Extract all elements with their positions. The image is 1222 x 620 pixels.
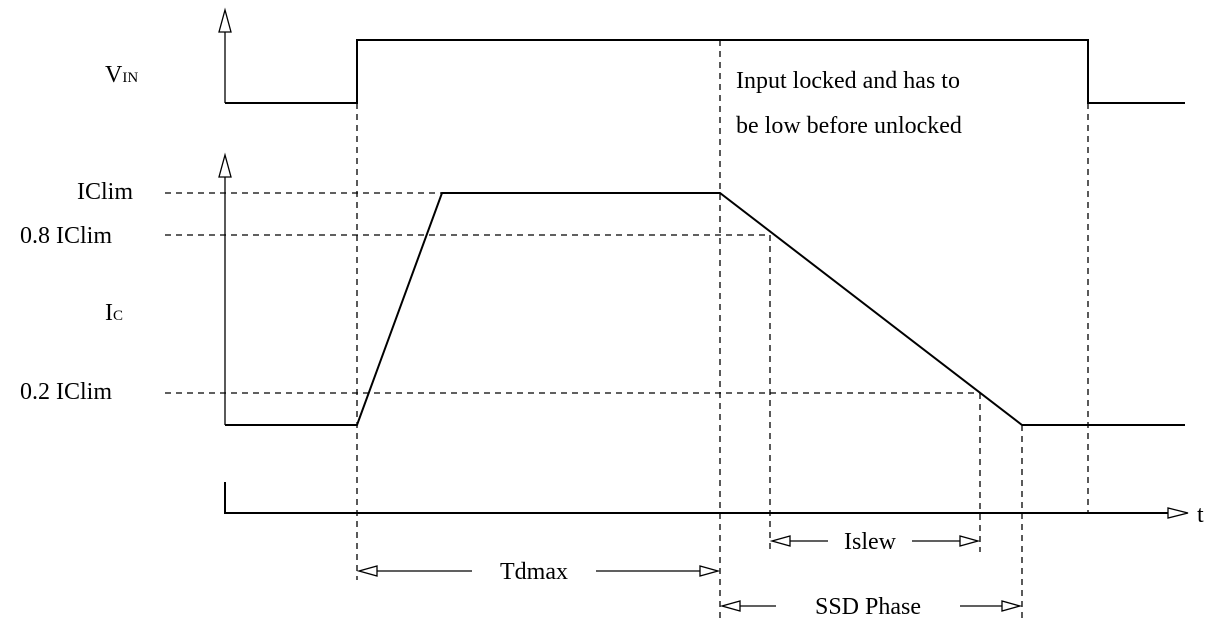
interval-label: SSD Phase	[815, 594, 921, 620]
ic-waveform	[225, 192, 1185, 426]
note-line: Input locked and has to	[736, 68, 960, 94]
interval-arrows	[356, 535, 1023, 612]
vin-axis-arrow	[218, 7, 232, 33]
time-label: t	[1197, 502, 1204, 528]
iclim-08-label: 0.8 IClim	[20, 223, 112, 249]
vin-label: VIN	[105, 62, 138, 88]
interval-label: Islew	[844, 529, 897, 555]
reference-lines	[165, 40, 1089, 618]
iclim-label: IClim	[77, 179, 133, 205]
iclim-02-label: 0.2 IClim	[20, 379, 112, 405]
time-axis-arrow	[1167, 507, 1189, 519]
interval-label: Tdmax	[500, 559, 568, 585]
vin-waveform	[225, 39, 1185, 104]
ic-label: IC	[105, 300, 123, 326]
time-axis	[224, 482, 1170, 514]
note-line: be low before unlocked	[736, 113, 962, 139]
ic-axis-arrow	[218, 152, 232, 178]
